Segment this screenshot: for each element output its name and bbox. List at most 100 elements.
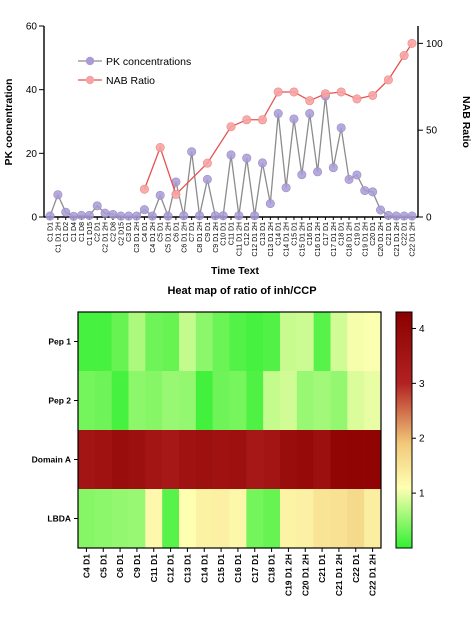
x-tick-label: C14 D1 2H <box>284 222 291 257</box>
nab-point <box>320 89 330 99</box>
heatmap-cell <box>280 430 298 490</box>
heatmap-cell <box>246 430 264 490</box>
legend-swatch-marker <box>85 56 95 66</box>
heatmap-cell <box>296 312 314 372</box>
heatmap-title: Heat map of ratio of inh/CCP <box>167 285 316 297</box>
pk-point <box>202 174 212 184</box>
x-tick-label: C7 D1 <box>189 222 196 242</box>
heatmap-cell <box>280 371 298 431</box>
pk-point <box>163 211 173 221</box>
heatmap-cell <box>145 312 163 372</box>
pk-point <box>297 170 307 180</box>
heatmap-cell <box>179 489 197 549</box>
x-tick-label: C16 D1 <box>307 222 314 246</box>
heatmap-col-label: C21 D1 2H <box>334 554 344 596</box>
nab-point <box>368 90 378 100</box>
nab-point <box>336 87 346 97</box>
heatmap-col-label: C19 D1 2H <box>283 554 293 596</box>
x-tick-label: C1 D1 2H <box>55 222 62 253</box>
heatmap-col-label: C20 D1 2H <box>300 554 310 596</box>
heatmap-cell <box>229 312 247 372</box>
heatmap-cell <box>364 430 382 490</box>
heatmap-col-label: C15 D1 <box>216 554 226 583</box>
y2-tick-label: 50 <box>426 126 438 137</box>
heatmap-cell <box>111 312 129 372</box>
heatmap-cell <box>78 371 96 431</box>
pk-point <box>407 211 417 221</box>
heatmap-cell <box>179 312 197 372</box>
heatmap-cell <box>111 371 129 431</box>
colorbar-tick-label: 2 <box>419 434 425 445</box>
x-tick-label: C1 D8 <box>79 222 86 242</box>
pk-point <box>187 147 197 157</box>
heatmap-col-label: C4 D1 <box>81 554 91 578</box>
pk-point <box>61 207 71 217</box>
pk-point <box>336 123 346 133</box>
heatmap-cell <box>128 430 146 490</box>
pk-point <box>352 170 362 180</box>
pk-point <box>45 211 55 221</box>
heatmap-cell <box>162 489 180 549</box>
colorbar-tick-label: 1 <box>419 489 425 500</box>
heatmap-cell <box>296 489 314 549</box>
colorbar-tick-label: 4 <box>419 324 425 335</box>
x-tick-label: C2 D8 <box>110 222 117 242</box>
heatmap-cells <box>77 311 382 549</box>
y2-axis-title: NAB Ratio <box>460 96 472 148</box>
x-tick-label: C15 D1 2H <box>299 222 306 257</box>
heatmap-labels: Pep 1 Pep 2 Domain A LBDA C4 D1 C5 D1 C6 D1 C9 … <box>32 337 378 597</box>
nab-point <box>155 143 165 153</box>
heatmap-cell <box>296 371 314 431</box>
x-tick-label: C21 D1 2H <box>394 222 401 257</box>
heatmap-col-label: C17 D1 <box>250 554 260 583</box>
inh-ccp-heatmap: Heat map of ratio of inh/CCP Pep 1 Pep 2 D… <box>32 285 425 597</box>
pk-point <box>234 211 244 221</box>
heatmap-cell <box>128 371 146 431</box>
heatmap-row-label: LBDA <box>47 514 71 524</box>
heatmap-col-label: C12 D1 <box>166 554 176 583</box>
pk-point <box>360 186 370 196</box>
pk-point <box>226 150 236 160</box>
heatmap-cell <box>212 489 230 549</box>
x-tick-label: C20 D1 2H <box>378 222 385 257</box>
heatmap-cell <box>94 489 112 549</box>
x-tick-label: C16 D1 2H <box>315 222 322 257</box>
x-tick-label: C3 D1 2H <box>134 222 141 253</box>
heatmap-cell <box>162 312 180 372</box>
x-tick-label: C19 D1 2H <box>362 222 369 257</box>
pk-point <box>53 190 63 200</box>
heatmap-cell <box>78 312 96 372</box>
x-tick-label: C22 D1 <box>402 222 409 246</box>
heatmap-cell <box>78 489 96 549</box>
x-tick-label: C12 D1 <box>244 222 251 246</box>
x-tick-label: C1 D15 <box>87 222 94 246</box>
pk-point <box>124 211 134 221</box>
heatmap-cell <box>128 312 146 372</box>
x-tick-label: C4 D1 <box>142 222 149 242</box>
nab-point <box>171 189 181 199</box>
heatmap-cell <box>330 312 348 372</box>
nab-point <box>139 184 149 194</box>
x-tick-label: C11 D1 <box>229 222 236 245</box>
pk-point <box>147 211 157 221</box>
nab-point <box>399 51 409 61</box>
heatmap-cell <box>246 489 264 549</box>
pk-point <box>250 211 260 221</box>
heatmap-cell <box>195 430 213 490</box>
nab-point <box>257 115 267 125</box>
heatmap-col-label: C22 D1 2H <box>368 554 378 596</box>
heatmap-col-label: C16 D1 <box>233 554 243 583</box>
nab-point <box>289 87 299 97</box>
heatmap-cell <box>212 312 230 372</box>
heatmap-cell <box>195 371 213 431</box>
heatmap-cell <box>229 430 247 490</box>
heatmap-cell <box>364 489 382 549</box>
x-tick-label: C5 D1 2H <box>166 222 173 253</box>
heatmap-cell <box>94 430 112 490</box>
x-tick-label: C8 D1 2H <box>197 222 204 253</box>
x-tick-label: C1 D2 <box>63 222 70 242</box>
heatmap-colorbar: 1 2 3 4 <box>395 311 425 549</box>
x-axis-title: Time Text <box>211 265 260 277</box>
x-tick-label: C22 D1 2H <box>410 222 417 257</box>
x-tick-label: C17 D1 2H <box>331 222 338 257</box>
